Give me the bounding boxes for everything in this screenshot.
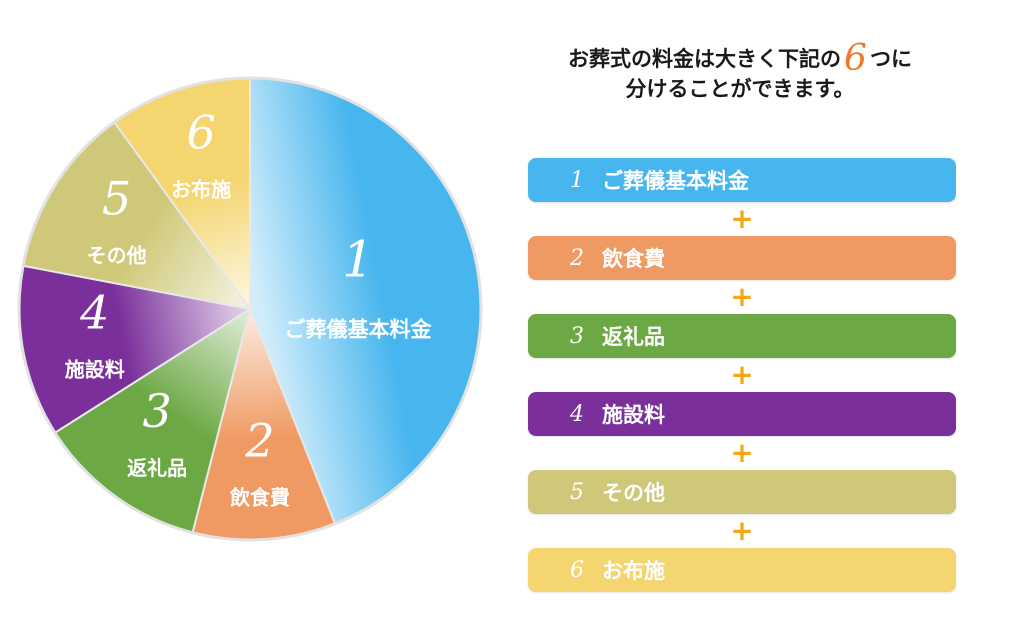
pie-slice-label-6: お布施 [171, 178, 231, 202]
fee-category-list: 1 ご葬儀基本料金 + 2 飲食費 + 3 返礼品 + 4 施設料 + 5 その他 + 6… [528, 158, 956, 592]
plus-sign-3: + [730, 358, 754, 391]
headline-text-before: お葬式の料金は大きく下記の [568, 47, 842, 71]
headline-text-after: つに [869, 47, 912, 71]
category-label-5: その他 [602, 481, 665, 505]
category-label-4: 施設料 [602, 403, 665, 427]
pie-slice-number-6: 6 [187, 106, 216, 160]
category-bar-1: 1 ご葬儀基本料金 [528, 158, 956, 202]
category-number-2: 2 [570, 245, 584, 271]
category-bar-4: 4 施設料 [528, 392, 956, 436]
plus-sign-5: + [730, 514, 754, 547]
headline: お葬式の料金は大きく下記の6 つに 分けることができます。 [520, 41, 960, 104]
pie-slice-label-5: その他 [87, 243, 147, 267]
pie-slice-label-3: 返礼品 [127, 456, 187, 480]
headline-line-1: お葬式の料金は大きく下記の6 つに [520, 41, 960, 77]
pie-slice-number-2: 2 [244, 414, 274, 468]
pie-slice-label-4: 施設料 [65, 358, 125, 382]
pie-slice-number-5: 5 [102, 171, 131, 225]
plus-sign-2: + [730, 280, 754, 313]
category-number-6: 6 [570, 557, 584, 583]
category-label-2: 飲食費 [602, 247, 665, 271]
category-number-5: 5 [570, 479, 584, 505]
pie-chart: 1 ご葬儀基本料金 2 飲食費 3 返礼品 4 施設料 5 その他 6 お布施 [17, 76, 483, 542]
category-bar-2: 2 飲食費 [528, 236, 956, 280]
pie-outline [17, 76, 483, 542]
category-number-3: 3 [570, 323, 584, 349]
pie-slice-label-1: ご葬儀基本料金 [285, 317, 433, 341]
category-label-1: ご葬儀基本料金 [602, 169, 749, 193]
pie-slice-number-1: 1 [342, 230, 374, 288]
headline-line-2: 分けることができます。 [625, 77, 855, 101]
category-bar-3: 3 返礼品 [528, 314, 956, 358]
pie-slice-number-3: 3 [142, 384, 171, 438]
category-number-4: 4 [570, 401, 584, 427]
category-label-3: 返礼品 [602, 325, 665, 349]
pie-slice-number-4: 4 [79, 286, 109, 340]
plus-sign-4: + [730, 436, 754, 469]
category-bar-6: 6 お布施 [528, 548, 956, 592]
pie-slice-label-2: 飲食費 [229, 486, 290, 510]
plus-sign-1: + [730, 202, 754, 235]
category-label-6: お布施 [602, 559, 665, 583]
category-bar-5: 5 その他 [528, 470, 956, 514]
category-number-1: 1 [570, 167, 584, 193]
headline-number: 6 [844, 38, 867, 79]
